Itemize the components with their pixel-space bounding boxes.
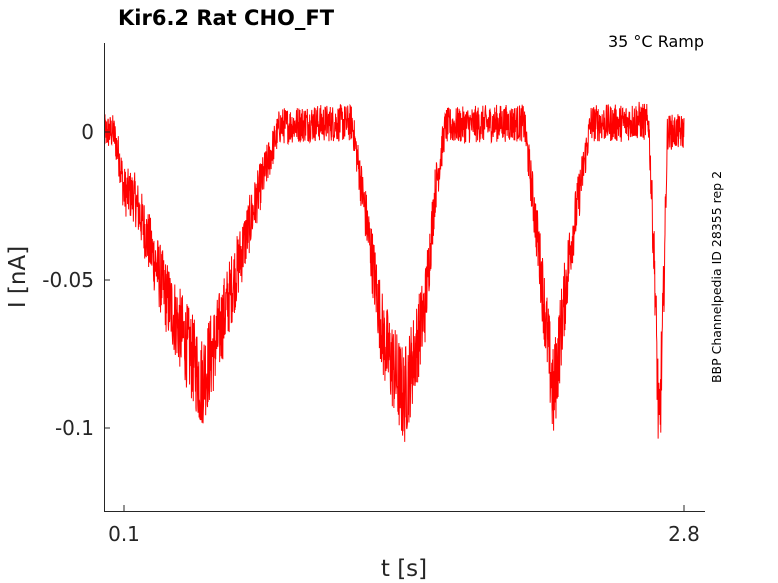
series-line bbox=[104, 101, 685, 442]
x-axis-label: t [s] bbox=[381, 556, 427, 582]
chart-marks bbox=[104, 101, 685, 442]
y-axis-label: I [nA] bbox=[5, 246, 31, 308]
y-tick-label: -0.05 bbox=[42, 268, 94, 292]
axes bbox=[104, 43, 705, 512]
side-note: BBP Channelpedia ID 28355 rep 2 bbox=[709, 171, 724, 383]
ticks: 0.1 2.8 0 -0.05 -0.1 bbox=[42, 120, 700, 546]
x-tick-label: 0.1 bbox=[108, 522, 140, 546]
chart-title: Kir6.2 Rat CHO_FT bbox=[118, 6, 335, 30]
y-tick-label: -0.1 bbox=[55, 416, 94, 440]
y-tick-label: 0 bbox=[81, 120, 94, 144]
x-tick-label: 2.8 bbox=[668, 522, 700, 546]
condition-label: 35 °C Ramp bbox=[608, 32, 704, 51]
